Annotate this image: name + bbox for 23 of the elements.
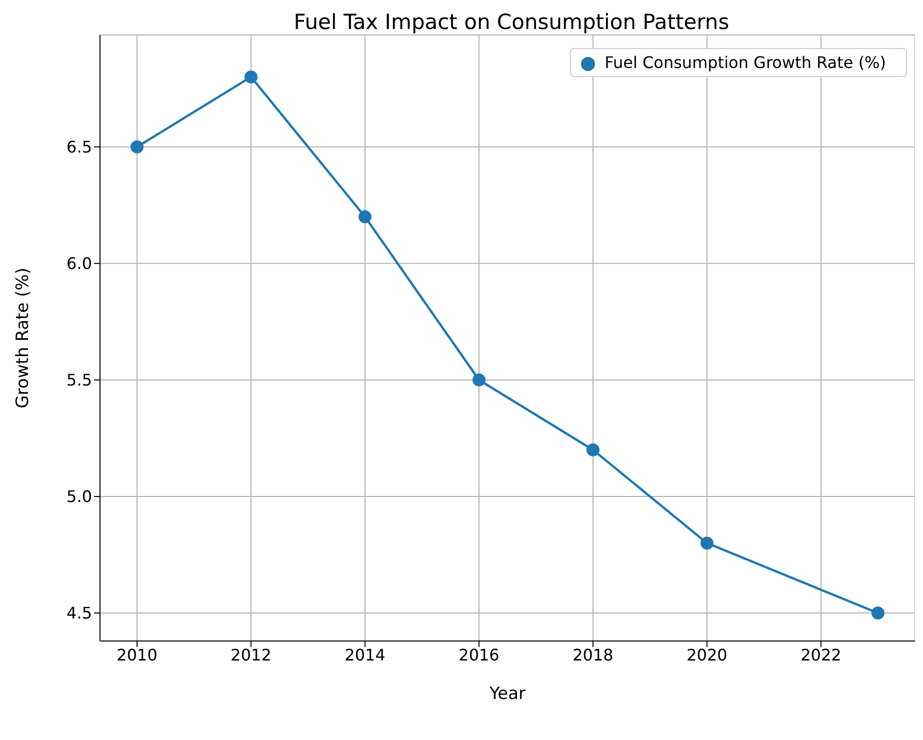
y-axis-title: Growth Rate (%) xyxy=(13,268,34,408)
y-tick-label: 5.5 xyxy=(66,370,92,390)
point xyxy=(130,140,144,154)
point xyxy=(244,70,258,84)
point xyxy=(586,443,600,456)
x-tick-label: 2012 xyxy=(230,645,272,664)
point xyxy=(358,210,372,224)
y-tick-label: 6.5 xyxy=(66,138,92,157)
point xyxy=(871,606,884,620)
x-tick-label: 2020 xyxy=(686,645,728,664)
x-tick-label: 2016 xyxy=(458,645,500,664)
legend-label: Fuel Consumption Growth Rate (%) xyxy=(604,53,886,72)
y-tick-label: 6.0 xyxy=(66,254,92,274)
point xyxy=(472,373,486,386)
point xyxy=(700,536,714,550)
x-tick-label: 2014 xyxy=(344,645,386,664)
y-tick-label: 4.5 xyxy=(66,604,92,623)
x-tick-label: 2018 xyxy=(572,645,614,664)
x-tick-label: 2022 xyxy=(800,645,842,664)
y-tick-label: 5.0 xyxy=(66,487,92,506)
chart-title: Fuel Tax Impact on Consumption Patterns xyxy=(292,10,730,34)
x-axis-title: Year xyxy=(488,684,526,704)
x-tick-label: 2010 xyxy=(116,645,158,664)
